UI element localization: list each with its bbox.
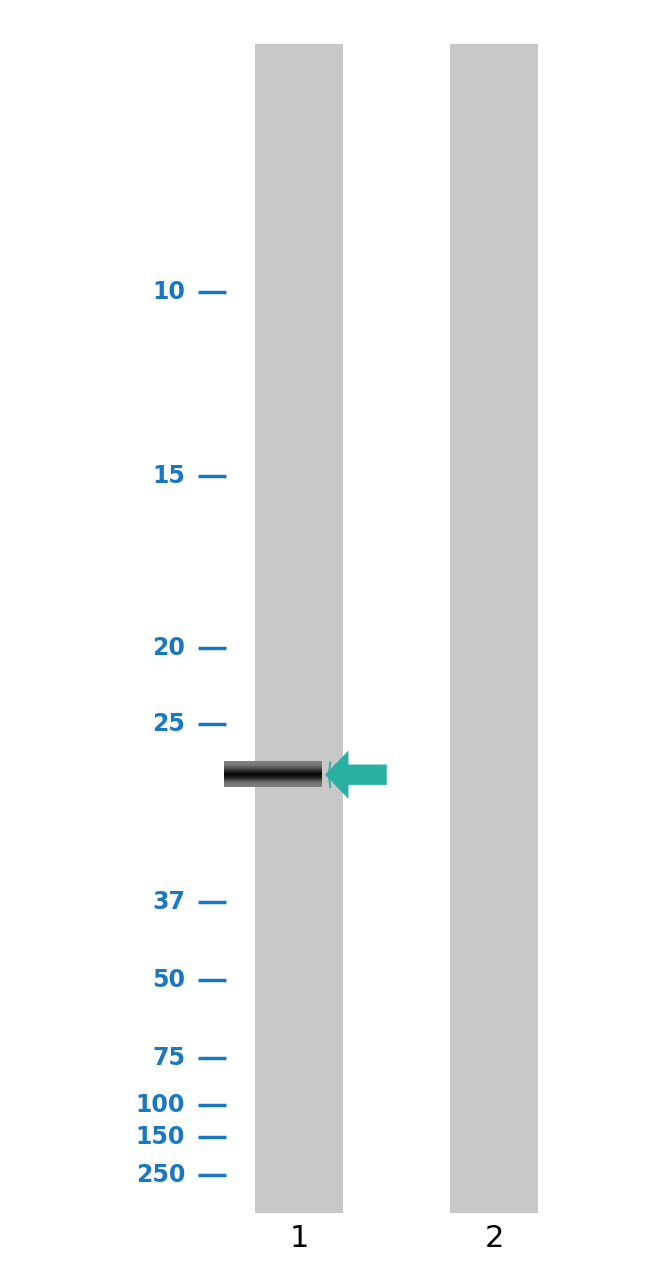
Bar: [255, 44, 343, 1213]
Text: 2: 2: [484, 1224, 504, 1252]
Text: 37: 37: [152, 890, 185, 913]
Text: 250: 250: [136, 1163, 185, 1186]
Polygon shape: [325, 751, 387, 799]
Text: 10: 10: [152, 281, 185, 304]
Text: 1: 1: [289, 1224, 309, 1252]
Bar: [450, 44, 538, 1213]
Text: 50: 50: [152, 969, 185, 992]
Text: 15: 15: [152, 465, 185, 488]
Text: 20: 20: [152, 636, 185, 659]
Text: 100: 100: [136, 1093, 185, 1116]
Text: 75: 75: [152, 1046, 185, 1069]
Text: 150: 150: [136, 1125, 185, 1148]
Text: 25: 25: [152, 712, 185, 735]
